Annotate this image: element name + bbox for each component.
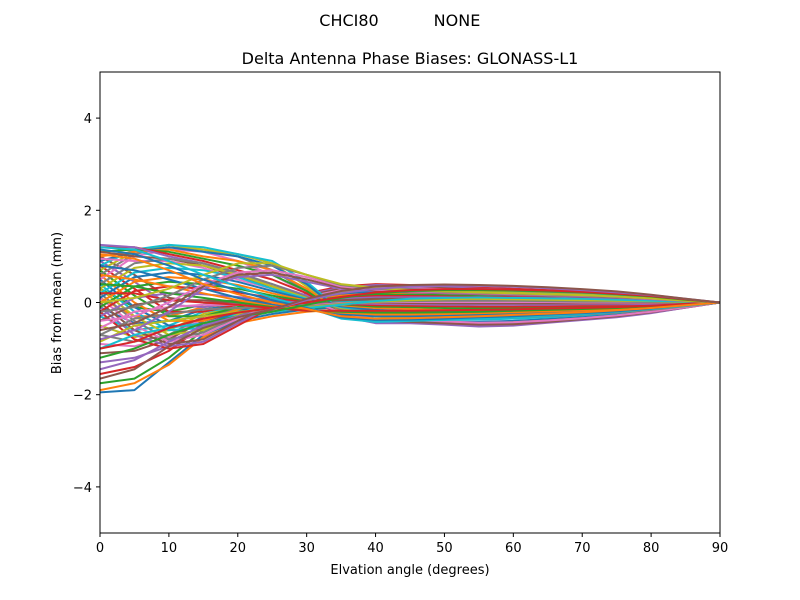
y-tick-label: 0 <box>84 297 92 312</box>
chart-title: Delta Antenna Phase Biases: GLONASS-L1 <box>242 49 579 68</box>
series-line-54 <box>100 292 720 312</box>
radome-name: NONE <box>434 11 481 30</box>
y-axis: −4 −2 0 2 4 <box>73 112 100 496</box>
x-tick-label: 60 <box>505 541 522 556</box>
x-tick-label: 70 <box>574 541 591 556</box>
y-tick-label: 2 <box>84 204 92 219</box>
series-line-62 <box>100 253 720 320</box>
station-name: CHCI80 <box>319 11 378 30</box>
x-tick-label: 50 <box>436 541 453 556</box>
series-line-66 <box>100 283 720 380</box>
series-line-64 <box>100 288 720 350</box>
y-tick-label: −4 <box>73 481 92 496</box>
x-tick-label: 30 <box>298 541 315 556</box>
x-tick-label: 10 <box>161 541 178 556</box>
x-tick-label: 80 <box>643 541 660 556</box>
x-tick-label: 20 <box>230 541 247 556</box>
y-axis-label: Bias from mean (mm) <box>50 232 65 374</box>
x-axis-label: Elvation angle (degrees) <box>330 563 489 578</box>
series-layer <box>100 243 720 394</box>
x-tick-label: 90 <box>712 541 729 556</box>
y-tick-label: 4 <box>84 112 92 127</box>
x-tick-label: 0 <box>96 541 104 556</box>
y-tick-label: −2 <box>73 389 92 404</box>
x-tick-label: 40 <box>367 541 384 556</box>
x-axis: 0 10 20 30 40 50 60 70 80 90 <box>96 533 728 556</box>
